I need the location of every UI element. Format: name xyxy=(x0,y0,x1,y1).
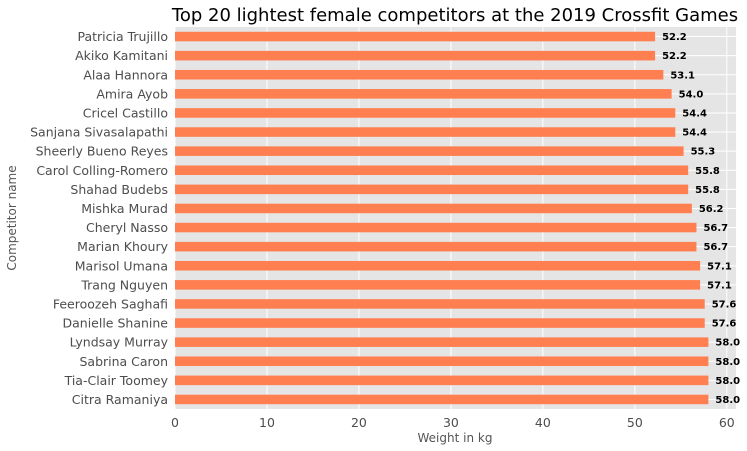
bar-value-label: 53.1 xyxy=(670,70,695,81)
bar xyxy=(175,31,656,42)
y-tick-label: Sheerly Bueno Reyes xyxy=(36,144,168,159)
x-axis-label: Weight in kg xyxy=(418,431,493,445)
bar xyxy=(175,203,692,214)
bar-value-label: 56.2 xyxy=(699,204,724,215)
bar xyxy=(175,356,709,367)
x-tick-labels: 0 10 20 30 40 50 60 xyxy=(171,415,735,430)
bar-value-label: 58.0 xyxy=(715,395,740,406)
y-tick-label: Sabrina Caron xyxy=(79,354,168,369)
x-tick-label: 0 xyxy=(171,415,179,430)
bar xyxy=(175,108,676,118)
bar xyxy=(175,337,709,347)
x-tick-label: 20 xyxy=(351,415,367,430)
y-tick-label: Trang Nguyen xyxy=(80,277,168,292)
y-tick-label: Cricel Castillo xyxy=(83,105,168,120)
bar-value-label: 52.2 xyxy=(662,32,687,43)
y-tick-label: Citra Ramaniya xyxy=(72,392,168,407)
bar-value-label: 54.4 xyxy=(682,108,707,119)
y-tick-label: Marian Khoury xyxy=(77,239,168,254)
bar-value-label: 58.0 xyxy=(715,357,740,368)
bar xyxy=(175,69,664,80)
bar-value-label: 56.7 xyxy=(703,223,728,234)
bar xyxy=(175,89,672,99)
bar xyxy=(175,222,697,233)
y-tick-label: Marisol Umana xyxy=(75,258,168,273)
bar-value-label: 55.8 xyxy=(695,166,720,177)
y-tick-label: Mishka Murad xyxy=(81,201,168,216)
y-tick-label: Alaa Hannora xyxy=(83,67,168,82)
bar-value-label: 52.2 xyxy=(662,51,687,62)
y-axis-label: Competitor name xyxy=(5,165,19,270)
bar-value-label: 56.7 xyxy=(703,242,728,253)
bar-value-label: 54.0 xyxy=(679,89,704,100)
bar xyxy=(175,299,705,309)
x-tick-label: 60 xyxy=(719,415,735,430)
chart-title: Top 20 lightest female competitors at th… xyxy=(171,5,738,26)
y-tick-label: Carol Colling-Romero xyxy=(36,163,168,178)
x-tick-label: 10 xyxy=(259,415,275,430)
y-tick-label: Danielle Shanine xyxy=(62,316,168,331)
bar xyxy=(175,146,684,156)
y-tick-label: Shahad Budebs xyxy=(70,182,168,197)
x-tick-label: 40 xyxy=(535,415,551,430)
y-tick-labels: Patricia Trujillo Akiko Kamitani Alaa Hann… xyxy=(30,29,168,407)
bar xyxy=(175,50,656,61)
bar xyxy=(175,260,701,271)
bar-value-label: 57.6 xyxy=(712,319,737,330)
y-tick-label: Amira Ayob xyxy=(96,86,168,101)
plot-background xyxy=(175,27,736,409)
bar-value-label: 57.1 xyxy=(707,280,732,291)
bar xyxy=(175,318,705,328)
bar xyxy=(175,394,709,405)
y-tick-label: Sanjana Sivasalapathi xyxy=(30,125,168,140)
bar-value-label: 57.6 xyxy=(712,299,737,310)
bar-value-label: 54.4 xyxy=(682,128,707,139)
bar xyxy=(175,127,676,137)
bar-value-label: 58.0 xyxy=(715,338,740,349)
bar xyxy=(175,280,701,290)
y-tick-label: Feeroozeh Saghafi xyxy=(53,296,168,311)
bar-value-label: 58.0 xyxy=(715,376,740,387)
y-tick-label: Patricia Trujillo xyxy=(77,29,168,44)
bars xyxy=(175,31,709,405)
bar-value-label: 57.1 xyxy=(707,261,732,272)
y-tick-label: Lyndsay Murray xyxy=(70,335,169,350)
bar xyxy=(175,165,689,176)
x-tick-label: 50 xyxy=(627,415,643,430)
bar-value-label: 55.8 xyxy=(695,185,720,196)
y-tick-label: Tia-Clair Toomey xyxy=(64,373,169,388)
y-tick-label: Akiko Kamitani xyxy=(75,48,168,63)
bar-value-label: 55.3 xyxy=(691,147,716,158)
value-labels: 52.2 52.2 53.1 54.0 54.4 54.4 55.3 55.8 55.8 56.2… xyxy=(662,32,740,406)
bar xyxy=(175,375,709,386)
x-tick-label: 30 xyxy=(443,415,459,430)
bar xyxy=(175,241,697,252)
bar xyxy=(175,184,689,195)
y-tick-label: Cheryl Nasso xyxy=(86,220,168,235)
